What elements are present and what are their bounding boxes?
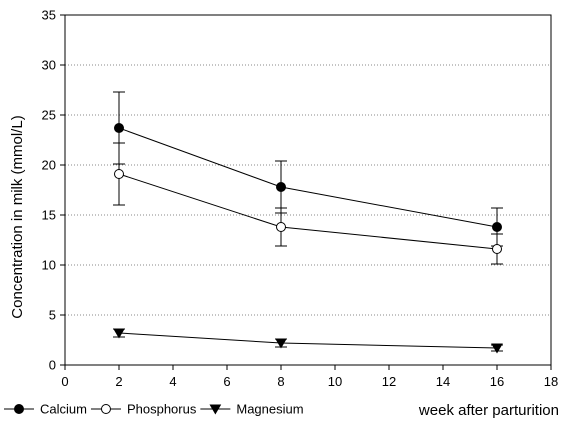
x-tick-label: 6	[223, 374, 230, 389]
y-tick-label: 10	[42, 258, 56, 273]
series-line-phosphorus	[118, 173, 498, 250]
data-point	[114, 123, 124, 133]
series-magnesium	[113, 328, 503, 354]
y-axis-title: Concentration in milk (mmol/L)	[9, 115, 26, 318]
legend-item-calcium: Calcium	[4, 402, 87, 417]
data-point	[114, 169, 124, 179]
x-tick-label: 18	[544, 374, 558, 389]
plot-frame	[64, 14, 552, 366]
legend-label: Magnesium	[236, 402, 303, 417]
axes	[60, 14, 552, 370]
data-point	[275, 338, 287, 349]
gridlines	[65, 64, 551, 316]
y-tick-label: 15	[42, 208, 56, 223]
data-point	[492, 222, 502, 232]
x-tick-label: 4	[169, 374, 176, 389]
x-tick-label: 16	[490, 374, 504, 389]
data-point	[276, 222, 286, 232]
data-point	[491, 343, 503, 354]
legend-item-magnesium: Magnesium	[200, 402, 304, 417]
y-tick-label: 20	[42, 158, 56, 173]
y-tick-label: 25	[42, 108, 56, 123]
x-tick-label: 8	[277, 374, 284, 389]
y-tick-label: 30	[42, 58, 56, 73]
legend-marker	[100, 404, 111, 414]
legend-marker	[14, 404, 24, 414]
x-axis-title: week after parturition	[418, 402, 559, 419]
x-tick-label: 0	[61, 374, 68, 389]
legend-label: Calcium	[40, 402, 87, 417]
x-tick-label: 10	[328, 374, 342, 389]
y-tick-label: 35	[42, 8, 56, 23]
series-line-magnesium	[118, 332, 498, 349]
series-group	[113, 91, 503, 354]
x-tick-label: 14	[436, 374, 450, 389]
y-tick-label: 0	[49, 358, 56, 373]
tick-labels: 0 5 10 15 20 25 30 35 0 2 4 6 8 10 12 14 16 18	[42, 8, 559, 390]
legend: Calcium Phosphorus Magnesium	[4, 402, 304, 417]
y-tick-label: 5	[49, 308, 56, 323]
x-tick-label: 2	[115, 374, 122, 389]
legend-marker	[209, 404, 222, 415]
data-point	[113, 328, 125, 339]
data-point	[492, 244, 502, 254]
data-point	[276, 182, 286, 192]
x-tick-label: 12	[382, 374, 396, 389]
legend-label: Phosphorus	[127, 402, 197, 417]
series-phosphorus	[113, 142, 503, 265]
legend-item-phosphorus: Phosphorus	[90, 402, 197, 417]
series-line-calcium	[118, 127, 498, 228]
